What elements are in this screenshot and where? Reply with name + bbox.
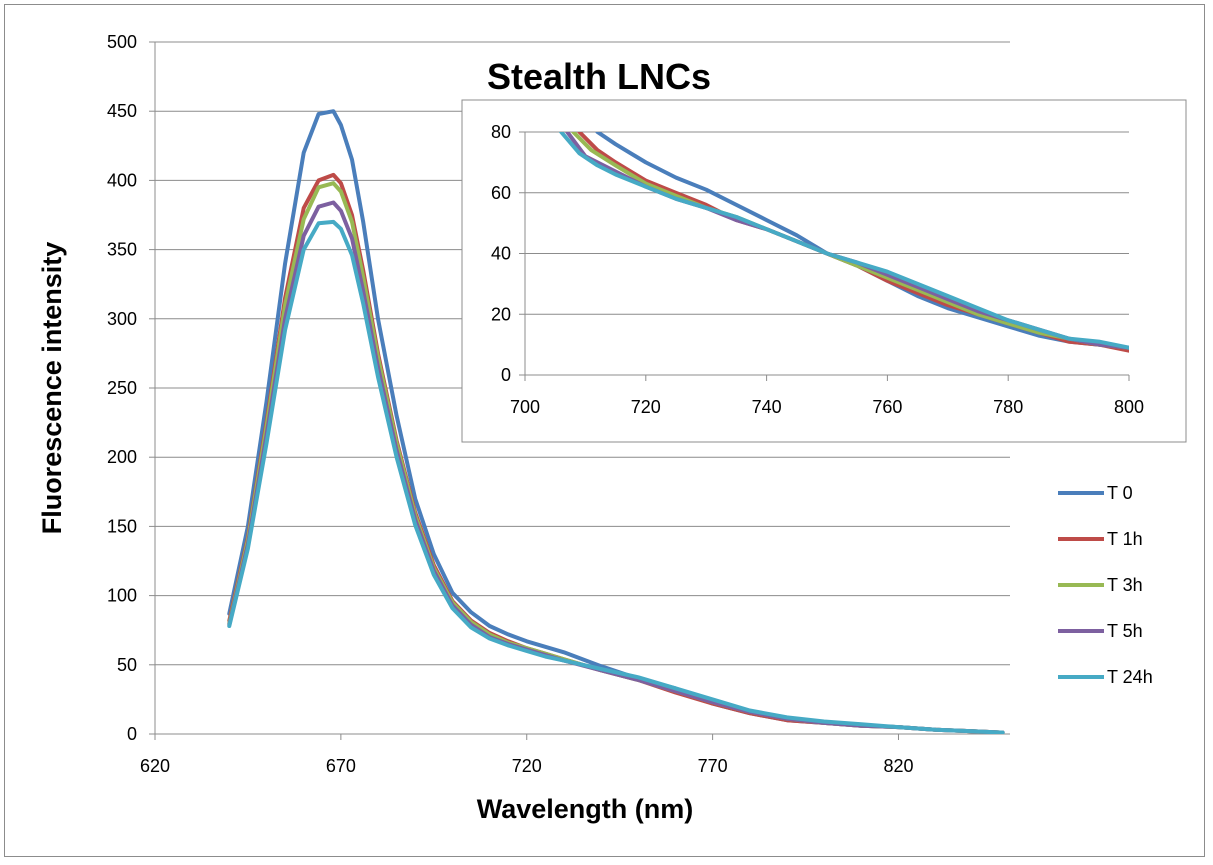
y-tick-label: 200: [107, 447, 137, 467]
legend-label: T 5h: [1107, 621, 1143, 641]
y-tick-label: 50: [117, 655, 137, 675]
y-tick-label: 60: [491, 183, 511, 203]
y-tick-label: 0: [127, 724, 137, 744]
chart-title: Stealth LNCs: [487, 56, 711, 97]
y-tick-label: 350: [107, 240, 137, 260]
series-line-4: [227, 219, 1005, 734]
x-tick-label: 620: [140, 756, 170, 776]
y-tick-label: 450: [107, 101, 137, 121]
x-axis-title: Wavelength (nm): [477, 794, 694, 824]
series-line-4: [559, 132, 1129, 350]
legend-label: T 3h: [1107, 575, 1143, 595]
x-tick-label: 720: [631, 397, 661, 417]
y-tick-label: 100: [107, 586, 137, 606]
y-tick-label: 80: [491, 122, 511, 142]
legend-label: T 24h: [1107, 667, 1153, 687]
x-tick-label: 820: [883, 756, 913, 776]
y-tick-label: 300: [107, 309, 137, 329]
y-tick-label: 40: [491, 244, 511, 264]
x-tick-label: 780: [993, 397, 1023, 417]
inset-frame: [461, 99, 1187, 443]
y-axis-title: Fluorescence intensity: [37, 242, 67, 535]
x-tick-label: 800: [1114, 397, 1144, 417]
x-tick-label: 770: [698, 756, 728, 776]
x-tick-label: 760: [872, 397, 902, 417]
x-tick-label: 720: [512, 756, 542, 776]
x-tick-label: 700: [510, 397, 540, 417]
legend-label: T 1h: [1107, 529, 1143, 549]
legend: T 0 T 1h T 3h T 5h T 24h: [1058, 483, 1153, 687]
inset-chart: 0 20 40 60 80 700 720 740 760 780 800: [461, 99, 1187, 443]
x-tick-label: 740: [752, 397, 782, 417]
y-tick-label: 20: [491, 304, 511, 324]
inset-plot: 0 20 40 60 80 700 720 740 760 780 800: [491, 122, 1144, 417]
chart-area: 0 50 100 150 200 250 300 350 400 450 500 620 670 720 7…: [4, 4, 1205, 857]
y-tick-label: 150: [107, 516, 137, 536]
y-tick-label: 500: [107, 32, 137, 52]
x-tick-label: 670: [326, 756, 356, 776]
legend-label: T 0: [1107, 483, 1133, 503]
y-tick-label: 400: [107, 170, 137, 190]
y-tick-label: 250: [107, 378, 137, 398]
y-tick-label: 0: [501, 365, 511, 385]
